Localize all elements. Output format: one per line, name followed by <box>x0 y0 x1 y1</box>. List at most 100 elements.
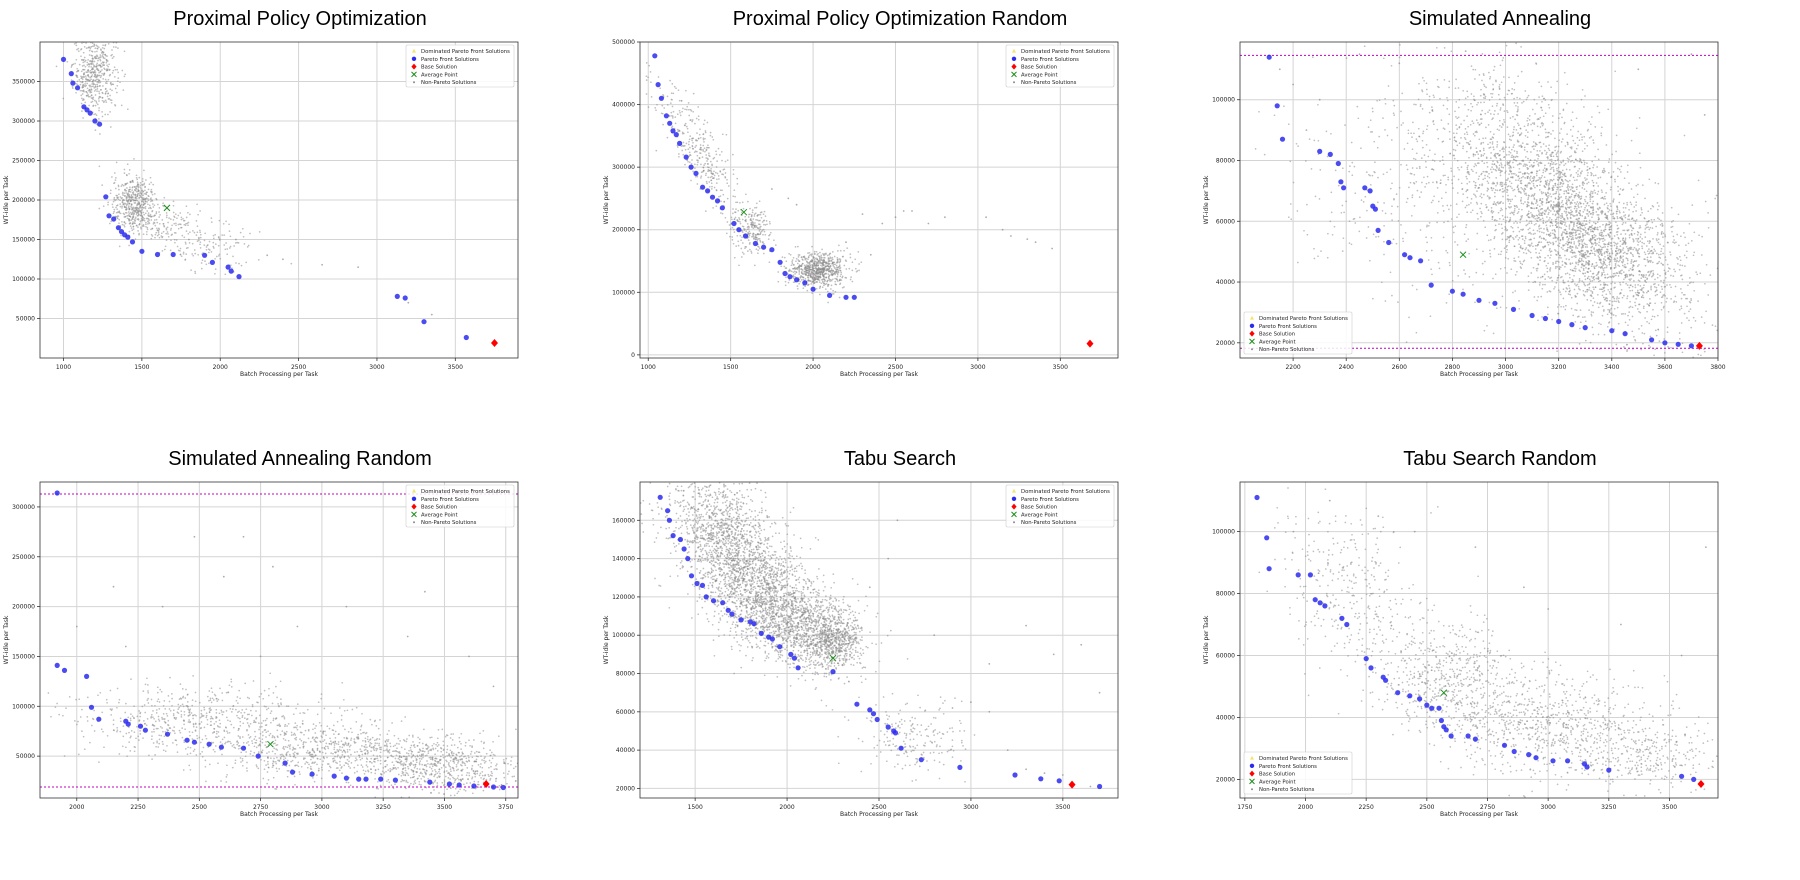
non-pareto-point <box>707 144 709 147</box>
non-pareto-point <box>1594 250 1596 253</box>
non-pareto-point <box>851 269 854 272</box>
non-pareto-point <box>1591 211 1594 214</box>
non-pareto-point <box>116 91 118 94</box>
non-pareto-point <box>1570 209 1572 212</box>
non-pareto-point <box>828 267 831 270</box>
non-pareto-point <box>1504 98 1507 101</box>
non-pareto-point <box>228 223 230 226</box>
non-pareto-point <box>199 236 202 239</box>
non-pareto-point <box>1491 92 1494 95</box>
non-pareto-point <box>1506 248 1508 251</box>
non-pareto-point <box>82 98 85 100</box>
non-pareto-point <box>1555 162 1558 165</box>
non-pareto-point <box>98 118 100 120</box>
non-pareto-point <box>1484 170 1487 173</box>
non-pareto-point <box>147 223 149 225</box>
non-pareto-point <box>1508 180 1511 183</box>
non-pareto-point <box>1575 224 1578 227</box>
non-pareto-point <box>1457 87 1460 89</box>
non-pareto-point <box>752 227 755 229</box>
non-pareto-point <box>1466 182 1469 185</box>
non-pareto-point <box>751 233 754 236</box>
non-pareto-point <box>739 201 741 204</box>
non-pareto-point <box>1520 216 1523 219</box>
non-pareto-point <box>155 212 158 215</box>
non-pareto-point <box>1630 139 1633 142</box>
non-pareto-point <box>149 206 152 209</box>
non-pareto-point <box>117 47 119 49</box>
non-pareto-point <box>1469 123 1472 126</box>
non-pareto-point <box>1635 184 1638 187</box>
non-pareto-point <box>818 255 821 258</box>
non-pareto-point <box>199 247 202 249</box>
non-pareto-point <box>668 114 671 117</box>
non-pareto-point <box>1542 123 1545 125</box>
non-pareto-point <box>819 268 822 271</box>
non-pareto-point <box>1579 221 1582 224</box>
non-pareto-point <box>1489 77 1491 80</box>
non-pareto-point <box>1623 346 1625 348</box>
non-pareto-point <box>1603 239 1606 241</box>
non-pareto-point <box>1487 124 1490 126</box>
non-pareto-point <box>769 222 771 225</box>
non-pareto-point <box>131 229 134 232</box>
non-pareto-point <box>720 200 722 203</box>
non-pareto-point <box>99 64 102 67</box>
non-pareto-point <box>1530 123 1532 126</box>
non-pareto-point <box>1603 289 1606 292</box>
non-pareto-point <box>694 146 697 148</box>
non-pareto-point <box>1508 167 1511 169</box>
non-pareto-point <box>834 280 837 283</box>
non-pareto-point <box>1536 299 1539 302</box>
non-pareto-point <box>711 163 713 166</box>
non-pareto-point <box>1506 236 1509 238</box>
non-pareto-point <box>1505 251 1508 254</box>
non-pareto-point <box>702 148 704 151</box>
non-pareto-point <box>1604 226 1607 228</box>
non-pareto-point <box>687 160 689 163</box>
non-pareto-point <box>722 168 725 171</box>
non-pareto-point <box>88 84 91 87</box>
pareto-point <box>92 118 98 124</box>
non-pareto-point <box>730 216 733 219</box>
non-pareto-point <box>808 265 811 267</box>
non-pareto-point <box>1533 122 1536 124</box>
non-pareto-point <box>1565 210 1568 213</box>
non-pareto-point <box>1498 164 1501 167</box>
non-pareto-point <box>1535 214 1538 217</box>
non-pareto-point <box>1565 179 1568 182</box>
non-pareto-point <box>223 244 226 246</box>
legend-base-marker <box>411 63 417 70</box>
non-pareto-point <box>796 262 799 265</box>
non-pareto-point <box>1602 269 1605 272</box>
non-pareto-point <box>674 116 677 118</box>
non-pareto-point <box>93 90 96 92</box>
non-pareto-point <box>635 43 637 45</box>
non-pareto-point <box>1505 170 1507 173</box>
non-pareto-point <box>851 280 854 283</box>
non-pareto-point <box>1556 178 1559 181</box>
non-pareto-point <box>1454 87 1457 90</box>
non-pareto-point <box>1464 206 1467 209</box>
non-pareto-point <box>1520 235 1523 238</box>
non-pareto-point <box>1493 237 1496 240</box>
non-pareto-point <box>1545 153 1548 155</box>
non-pareto-point <box>1512 291 1514 294</box>
non-pareto-point <box>241 227 244 230</box>
non-pareto-point <box>1579 235 1582 238</box>
non-pareto-point <box>792 256 795 259</box>
non-pareto-point <box>1473 193 1475 196</box>
non-pareto-point <box>785 276 787 279</box>
non-pareto-point <box>687 102 690 104</box>
non-pareto-point <box>113 30 115 32</box>
non-pareto-point <box>1529 177 1531 179</box>
non-pareto-point <box>1596 226 1599 229</box>
non-pareto-point <box>165 216 168 219</box>
non-pareto-point <box>1529 182 1531 185</box>
non-pareto-point <box>1611 300 1614 303</box>
non-pareto-point <box>218 255 220 257</box>
non-pareto-point <box>1522 202 1525 205</box>
non-pareto-point <box>812 272 815 275</box>
non-pareto-point <box>113 66 116 69</box>
non-pareto-point <box>1571 256 1573 258</box>
